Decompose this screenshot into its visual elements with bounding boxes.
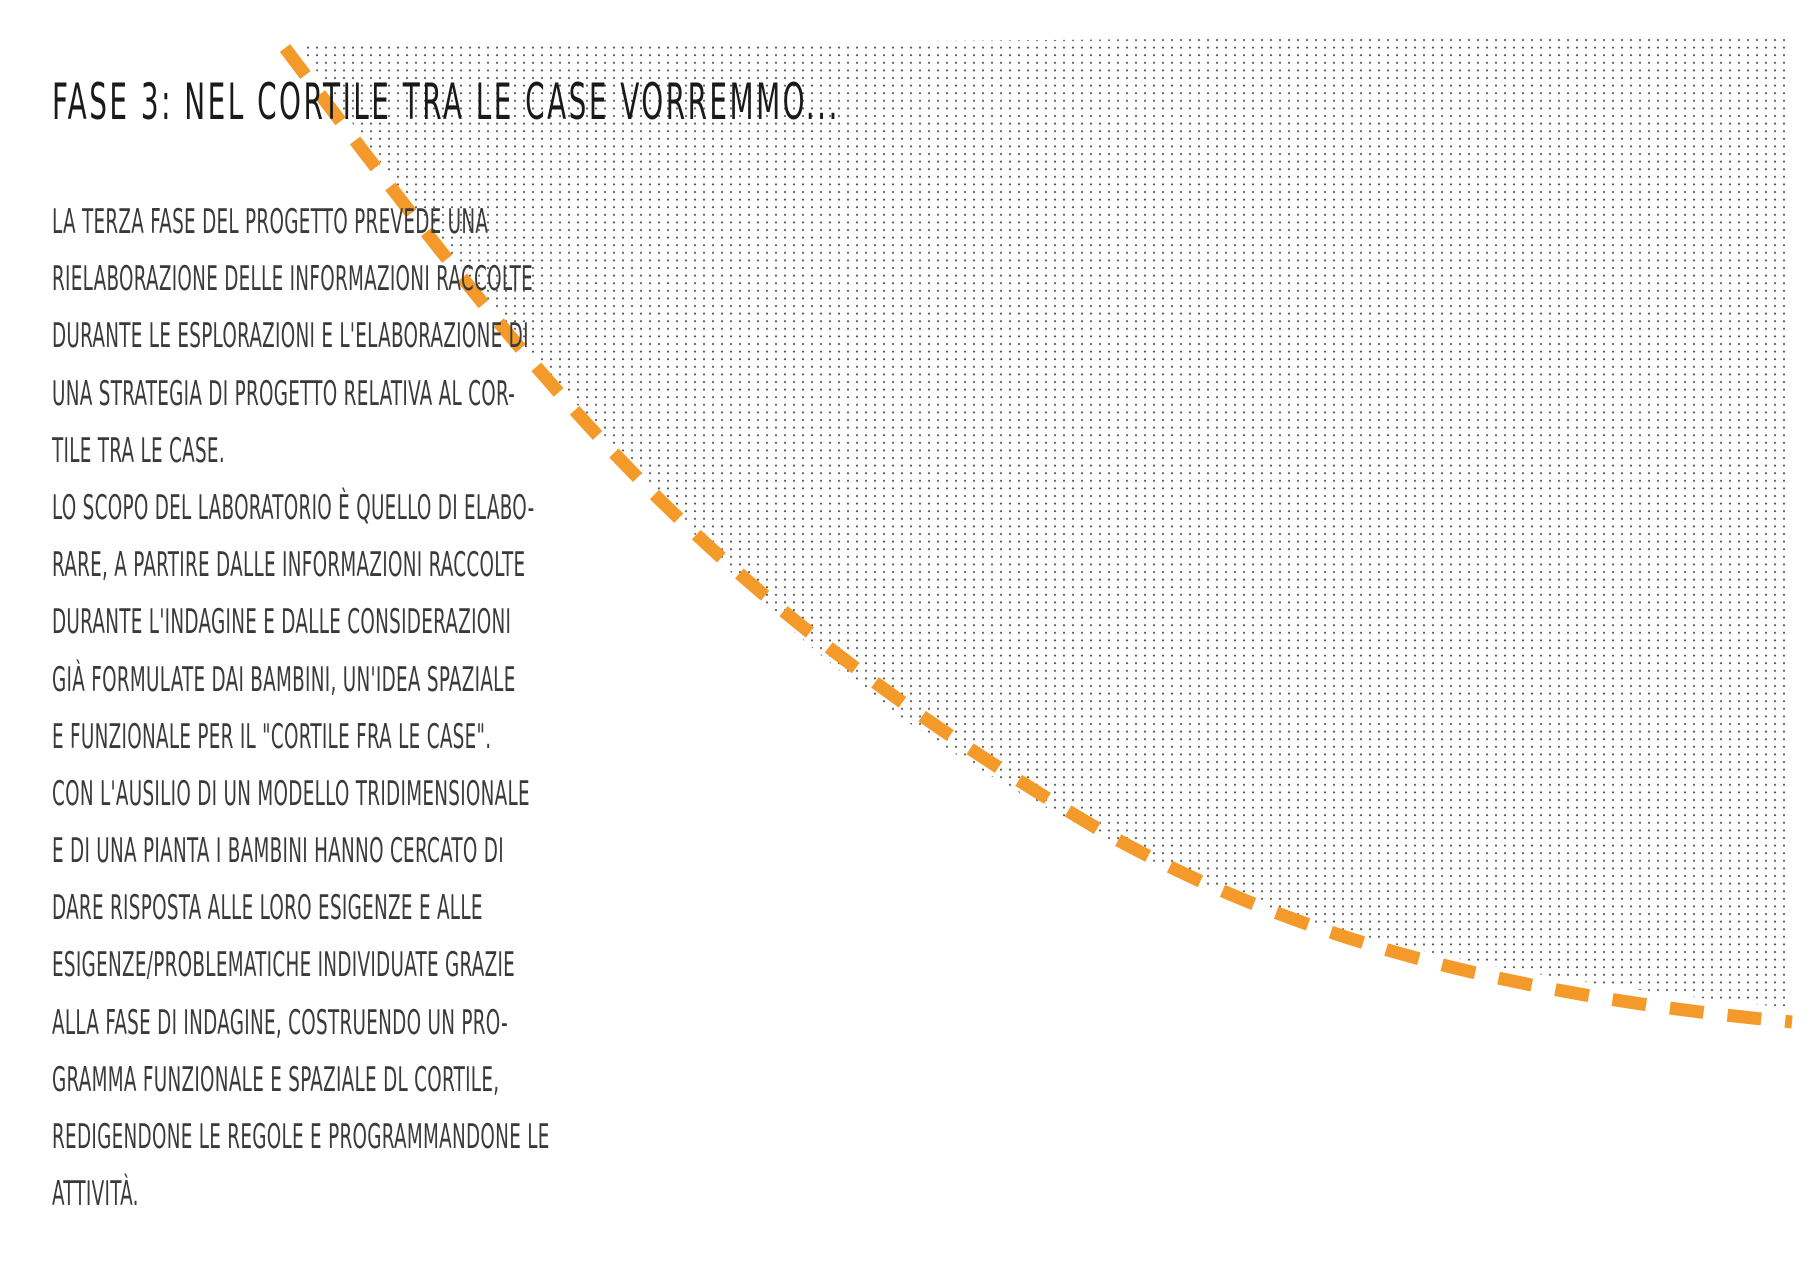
body-line: ATTIVITÀ.	[52, 1174, 139, 1215]
body-line: E FUNZIONALE PER IL "CORTILE FRA LE CASE…	[52, 716, 492, 757]
body-line: GRAMMA FUNZIONALE E SPAZIALE DL CORTILE,	[52, 1059, 500, 1100]
body-line: CON L'AUSILIO DI UN MODELLO TRIDIMENSION…	[52, 773, 530, 814]
body-line: GIÀ FORMULATE DAI BAMBINI, UN'IDEA SPAZI…	[52, 659, 516, 700]
body-line: REDIGENDONE LE REGOLE E PROGRAMMANDONE L…	[52, 1117, 550, 1157]
body-line: UNA STRATEGIA DI PROGETTO RELATIVA AL CO…	[52, 373, 516, 414]
body-line: LO SCOPO DEL LABORATORIO È QUELLO DI ELA…	[52, 487, 535, 528]
body-line: DURANTE LE ESPLORAZIONI E L'ELABORAZIONE…	[52, 316, 529, 357]
body-line: RARE, A PARTIRE DALLE INFORMAZIONI RACCO…	[52, 545, 526, 586]
body-line: E DI UNA PIANTA I BAMBINI HANNO CERCATO …	[52, 831, 504, 872]
body-line: TILE TRA LE CASE.	[52, 430, 225, 471]
body-line: RIELABORAZIONE DELLE INFORMAZIONI RACCOL…	[52, 259, 533, 300]
body-line: LA TERZA FASE DEL PROGETTO PREVEDE UNA	[52, 202, 489, 242]
body-line: DURANTE L'INDAGINE E DALLE CONSIDERAZION…	[52, 602, 512, 643]
body-paragraph: LA TERZA FASE DEL PROGETTO PREVEDE UNA R…	[52, 194, 688, 1223]
page-title: FASE 3: NEL CORTILE TRA LE CASE VORREMMO…	[52, 73, 840, 131]
body-line: ESIGENZE/PROBLEMATICHE INDIVIDUATE GRAZI…	[52, 945, 516, 986]
body-line: ALLA FASE DI INDAGINE, COSTRUENDO UN PRO…	[52, 1002, 509, 1043]
body-line: DARE RISPOSTA ALLE LORO ESIGENZE E ALLE	[52, 888, 483, 929]
